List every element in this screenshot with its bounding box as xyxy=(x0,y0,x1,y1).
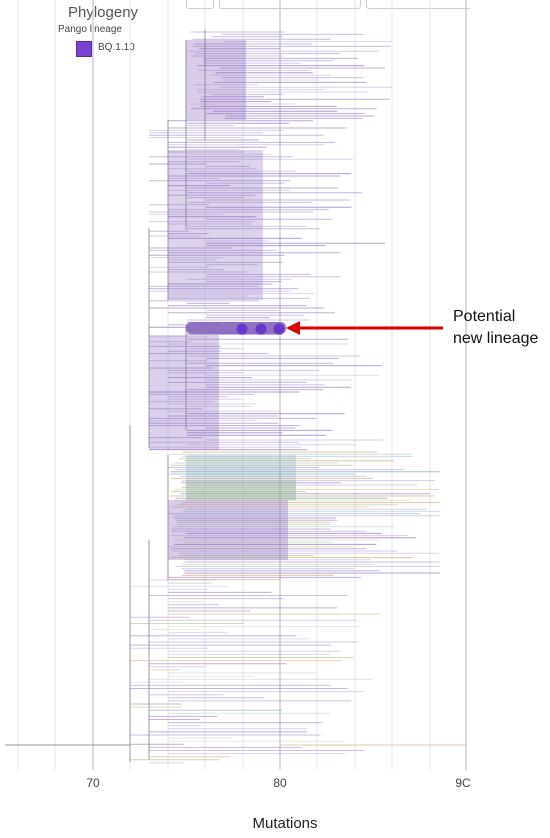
annotation-line: new lineage xyxy=(453,330,539,347)
x-axis-label: Mutations xyxy=(252,815,318,832)
lineage-node xyxy=(236,323,248,335)
tree-branches xyxy=(130,31,440,764)
legend-heading: Pango lineage xyxy=(58,24,122,35)
callout-arrow xyxy=(286,321,443,335)
clade-block xyxy=(149,335,219,450)
clade-blocks xyxy=(149,40,296,560)
legend-label: BQ.1.10 xyxy=(98,42,135,53)
highlighted-lineage[interactable] xyxy=(186,322,286,335)
toolbar-tab[interactable] xyxy=(219,0,361,9)
clade-block xyxy=(168,150,263,300)
toolbar-tab[interactable] xyxy=(186,0,214,9)
x-tick-label: 80 xyxy=(273,776,287,790)
panel-title: Phylogeny xyxy=(68,4,139,21)
toolbar-tab[interactable] xyxy=(366,0,470,9)
highlight-bar xyxy=(186,322,286,334)
x-tick-label: 70 xyxy=(86,776,100,790)
legend-swatch[interactable] xyxy=(76,41,92,57)
clade-block xyxy=(186,40,246,120)
clade-block xyxy=(186,455,296,500)
x-tick-label: 9C xyxy=(455,776,471,790)
internal-stems xyxy=(148,30,206,760)
annotation-label: Potential new lineage xyxy=(453,306,550,350)
arrow-head xyxy=(286,321,300,335)
clade-block xyxy=(186,480,296,500)
clade-block xyxy=(168,500,288,560)
grid-lines xyxy=(17,0,467,770)
tree-backbone xyxy=(5,425,466,762)
annotation-line: Potential xyxy=(453,308,516,325)
lineage-node xyxy=(255,323,267,335)
lineage-node xyxy=(273,323,285,335)
